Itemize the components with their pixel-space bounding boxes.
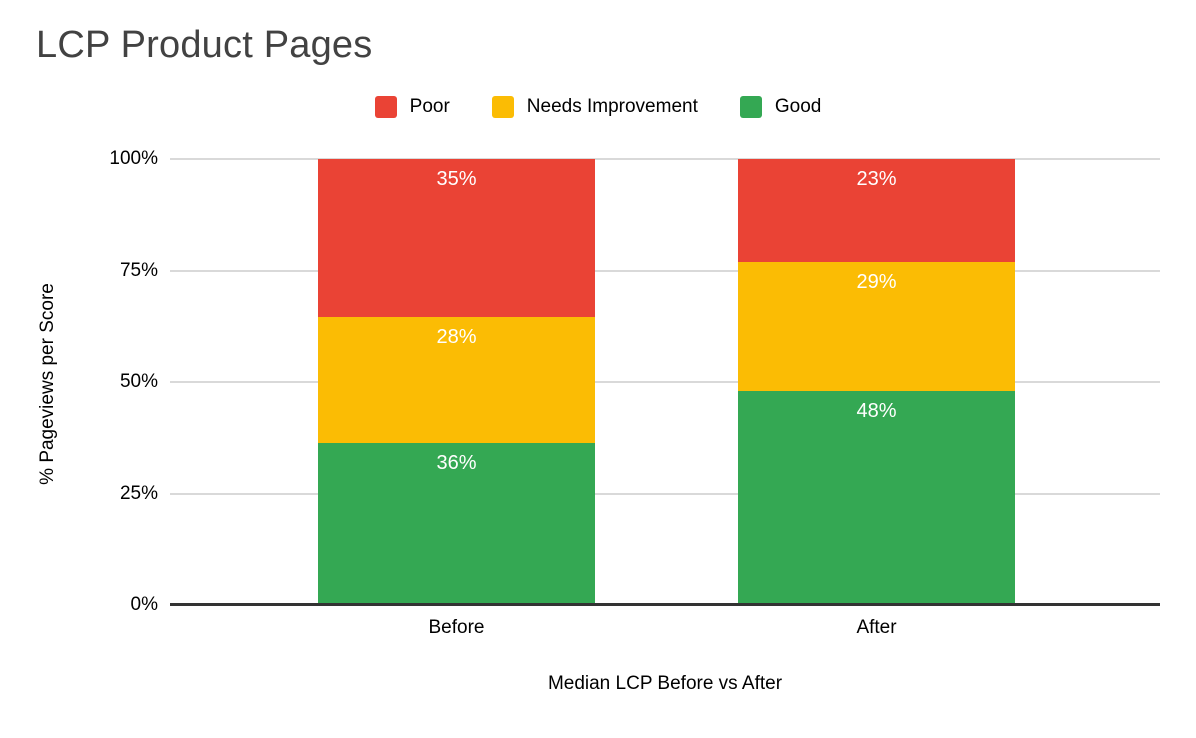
bar-data-label: 35% (436, 168, 477, 190)
y-tick-75: 75% (119, 259, 158, 281)
gridline-50 (170, 381, 1160, 383)
bar-segment-good: 36% (318, 442, 595, 605)
bar-segment-good: 48% (738, 390, 1015, 605)
gridline-25 (170, 492, 1160, 495)
legend-label-needs-improvement: Needs Improvement (526, 96, 698, 117)
y-axis-ticks: 100% 75% 50% 25% 0% (0, 148, 158, 615)
x-axis-title: Median LCP Before vs After (547, 673, 783, 694)
bar-before[interactable]: 35% 28% 36% (318, 159, 595, 605)
bar-data-label: 28% (436, 325, 477, 348)
chart-title: LCP Product Pages (36, 24, 373, 66)
x-category-after: After (856, 617, 897, 638)
legend-label-poor: Poor (409, 96, 450, 117)
legend-item-good[interactable]: Good (739, 96, 822, 118)
y-tick-100: 100% (109, 148, 158, 169)
bar-data-label: 29% (856, 270, 897, 293)
legend-label-good: Good (774, 96, 822, 117)
y-tick-25: 25% (119, 482, 158, 504)
bar-segment-poor: 23% (738, 159, 1015, 262)
bar-segment-needs-improvement: 29% (738, 261, 1015, 391)
legend-item-needs-improvement[interactable]: Needs Improvement (491, 96, 698, 118)
legend-swatch-good-icon (739, 96, 762, 118)
chart-legend: Poor Needs Improvement Good (0, 96, 1196, 118)
bar-segment-poor: 35% (318, 159, 595, 317)
x-axis-line (170, 603, 1160, 606)
bar-data-label: 48% (856, 399, 897, 422)
legend-item-poor[interactable]: Poor (374, 96, 450, 118)
bar-data-label: 36% (436, 451, 477, 474)
bar-segment-needs-improvement: 28% (318, 316, 595, 443)
y-tick-50: 50% (119, 371, 158, 392)
y-tick-0: 0% (130, 594, 158, 615)
bar-after[interactable]: 23% 29% 48% (738, 159, 1015, 605)
legend-swatch-poor-icon (374, 96, 397, 118)
gridline-100 (170, 158, 1160, 160)
gridline-75 (170, 269, 1160, 272)
bar-data-label: 23% (856, 168, 897, 190)
x-category-before: Before (428, 617, 485, 638)
legend-swatch-needs-improvement-icon (491, 96, 514, 118)
plot-area: 35% 28% 36% 23% 29% 48% (170, 158, 1160, 606)
